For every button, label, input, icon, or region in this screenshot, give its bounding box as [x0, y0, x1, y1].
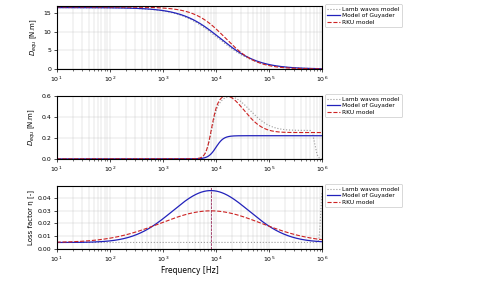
Lamb waves model — [167, 11, 173, 14]
Line: Lamb waves model: Lamb waves model — [57, 192, 322, 243]
RKU model — [223, 94, 229, 98]
Lamb waves model — [155, 9, 161, 12]
Model of Guyader — [285, 234, 291, 238]
Model of Guyader — [167, 10, 173, 13]
Y-axis label: $D_{equ}$ [N.m]: $D_{equ}$ [N.m] — [27, 108, 38, 146]
Lamb waves model — [167, 157, 173, 161]
RKU model — [155, 6, 161, 9]
RKU model — [285, 131, 291, 134]
Lamb waves model — [319, 190, 325, 194]
Lamb waves model — [167, 241, 173, 244]
RKU model — [84, 157, 90, 161]
Model of Guyader — [84, 241, 90, 244]
Model of Guyader — [314, 134, 320, 138]
RKU model — [314, 237, 320, 241]
Lamb waves model — [84, 241, 90, 244]
RKU model — [319, 238, 325, 241]
Y-axis label: $D_{equ}$ [N.m]: $D_{equ}$ [N.m] — [29, 19, 40, 56]
Model of Guyader — [100, 6, 106, 9]
Lamb waves model — [227, 95, 233, 98]
Lamb waves model — [100, 241, 106, 244]
RKU model — [54, 5, 60, 9]
RKU model — [100, 238, 106, 241]
RKU model — [319, 67, 325, 71]
Line: Lamb waves model: Lamb waves model — [57, 8, 322, 69]
Legend: Lamb waves model, Model of Guyader, RKU model: Lamb waves model, Model of Guyader, RKU … — [325, 5, 402, 27]
Lamb waves model — [314, 241, 320, 244]
Lamb waves model — [100, 6, 106, 9]
Model of Guyader — [100, 240, 106, 243]
Lamb waves model — [285, 128, 291, 132]
Lamb waves model — [100, 157, 106, 161]
Model of Guyader — [54, 241, 60, 244]
Model of Guyader — [155, 157, 161, 161]
Lamb waves model — [319, 67, 325, 70]
Lamb waves model — [285, 66, 291, 69]
Model of Guyader — [319, 240, 325, 243]
Lamb waves model — [314, 67, 320, 70]
Model of Guyader — [285, 65, 291, 69]
RKU model — [167, 7, 173, 10]
Model of Guyader — [319, 134, 325, 138]
RKU model — [54, 157, 60, 161]
RKU model — [155, 157, 161, 161]
Line: RKU model: RKU model — [57, 211, 322, 242]
RKU model — [84, 239, 90, 243]
RKU model — [54, 241, 60, 244]
RKU model — [100, 5, 106, 9]
RKU model — [100, 157, 106, 161]
Line: Model of Guyader: Model of Guyader — [57, 136, 322, 159]
Model of Guyader — [167, 211, 173, 215]
Line: Model of Guyader: Model of Guyader — [57, 8, 322, 69]
Model of Guyader — [285, 134, 291, 138]
Lamb waves model — [54, 6, 60, 9]
Model of Guyader — [208, 189, 214, 192]
X-axis label: Frequency [Hz]: Frequency [Hz] — [160, 267, 218, 275]
Lamb waves model — [285, 241, 291, 244]
RKU model — [285, 231, 291, 235]
Model of Guyader — [84, 157, 90, 161]
Lamb waves model — [84, 6, 90, 9]
Line: RKU model: RKU model — [57, 7, 322, 69]
Line: Lamb waves model: Lamb waves model — [57, 97, 322, 159]
Legend: Lamb waves model, Model of Guyader, RKU model: Lamb waves model, Model of Guyader, RKU … — [325, 184, 402, 207]
Model of Guyader — [167, 157, 173, 161]
Lamb waves model — [155, 157, 161, 161]
Model of Guyader — [54, 157, 60, 161]
Model of Guyader — [314, 67, 320, 70]
RKU model — [285, 66, 291, 70]
RKU model — [155, 222, 161, 226]
RKU model — [208, 209, 214, 212]
Line: RKU model: RKU model — [57, 96, 322, 159]
Model of Guyader — [155, 8, 161, 12]
Lamb waves model — [314, 152, 320, 156]
Lamb waves model — [84, 157, 90, 161]
RKU model — [167, 218, 173, 221]
Model of Guyader — [155, 221, 161, 224]
Lamb waves model — [54, 241, 60, 244]
Y-axis label: Loss factor η [-]: Loss factor η [-] — [28, 190, 34, 245]
Line: Model of Guyader: Model of Guyader — [57, 190, 322, 243]
Lamb waves model — [319, 157, 325, 161]
RKU model — [314, 131, 320, 134]
RKU model — [84, 5, 90, 9]
RKU model — [167, 157, 173, 161]
Lamb waves model — [155, 241, 161, 244]
Model of Guyader — [100, 157, 106, 161]
RKU model — [314, 67, 320, 71]
Model of Guyader — [314, 240, 320, 243]
Model of Guyader — [84, 6, 90, 9]
Lamb waves model — [54, 157, 60, 161]
Model of Guyader — [54, 6, 60, 9]
Model of Guyader — [319, 67, 325, 70]
RKU model — [319, 131, 325, 134]
Legend: Lamb waves model, Model of Guyader, RKU model: Lamb waves model, Model of Guyader, RKU … — [325, 94, 402, 117]
